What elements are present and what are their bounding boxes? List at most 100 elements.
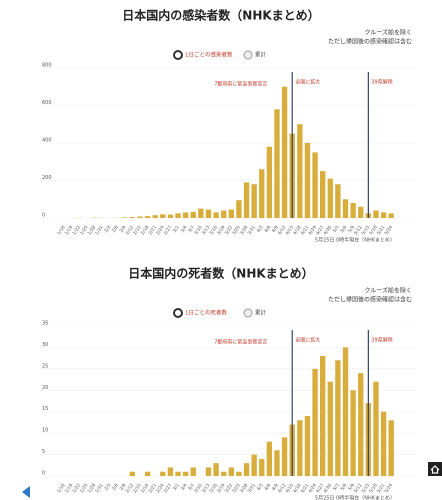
bar <box>327 381 333 476</box>
x-tick-label: 4/3 <box>256 224 265 233</box>
bar <box>373 210 379 218</box>
bar <box>175 213 181 218</box>
x-tick-label: 5/24 <box>383 482 394 494</box>
x-tick-label: 2/18 <box>140 482 151 494</box>
x-tick-label: 5/3 <box>332 224 341 233</box>
x-tick-label: 3/28 <box>239 224 250 236</box>
bar <box>312 152 318 218</box>
bar <box>358 373 364 476</box>
y-tick-label: 20 <box>42 385 48 391</box>
y-tick-label: 800 <box>42 63 52 69</box>
y-tick-label: 15 <box>42 406 48 412</box>
y-tick-label: 10 <box>42 428 48 434</box>
x-tick-label: 3/25 <box>231 482 242 494</box>
bar <box>205 209 212 218</box>
x-tick-label: 3/31 <box>246 224 257 236</box>
event-label: 39県解除 <box>371 79 392 86</box>
y-tick-label: 0 <box>42 471 45 477</box>
x-tick-label: 3/4 <box>179 224 188 233</box>
home-icon <box>430 465 440 474</box>
prev-arrow[interactable] <box>22 486 30 498</box>
x-tick-label: 4/15 <box>284 482 295 494</box>
x-tick-label: 2/9 <box>119 224 128 233</box>
radio[interactable] <box>243 308 253 318</box>
x-tick-label: 1/19 <box>64 482 75 494</box>
note: クルーズ船を除く <box>364 29 412 37</box>
chart-title: 日本国内の死者数（NHKまとめ） <box>128 266 313 281</box>
event-label: 7都府県に緊急事態宣言 <box>214 81 267 88</box>
radio[interactable] <box>243 50 253 60</box>
y-tick-label: 200 <box>42 175 52 181</box>
home-button[interactable] <box>428 462 442 476</box>
bar <box>274 109 280 218</box>
bar <box>167 467 174 476</box>
bar <box>190 467 196 476</box>
x-tick-label: 5/12 <box>353 224 364 236</box>
x-tick-label: 3/10 <box>193 224 204 236</box>
event-label: 7都府県に緊急事態宣言 <box>214 339 267 346</box>
bar <box>373 381 379 476</box>
bar <box>221 471 227 476</box>
bar <box>304 416 311 476</box>
bar <box>266 146 273 218</box>
x-tick-label: 4/18 <box>292 482 303 494</box>
x-tick-label: 3/19 <box>216 482 227 494</box>
bar <box>297 420 303 476</box>
y-tick-label: 35 <box>42 321 48 327</box>
x-tick-label: 2/15 <box>132 224 143 236</box>
x-tick-label: 1/25 <box>79 224 90 236</box>
x-tick-label: 2/12 <box>124 224 135 236</box>
x-tick-label: 3/4 <box>179 482 188 491</box>
x-tick-label: 4/27 <box>315 224 326 236</box>
x-tick-label: 1/31 <box>94 224 105 236</box>
bar <box>221 210 227 218</box>
x-tick-label: 2/24 <box>155 224 166 236</box>
x-tick-label: 3/1 <box>172 482 181 491</box>
radio-selected[interactable] <box>173 308 183 318</box>
x-tick-label: 3/25 <box>231 224 242 236</box>
x-tick-label: 5/15 <box>361 482 372 494</box>
x-tick-label: 2/21 <box>147 224 158 236</box>
bar <box>380 411 387 476</box>
x-tick-label: 2/12 <box>124 482 135 494</box>
x-tick-label: 4/24 <box>307 224 318 236</box>
bar <box>342 199 349 218</box>
bar <box>243 182 250 218</box>
y-tick-label: 400 <box>42 138 52 144</box>
bar <box>152 215 158 218</box>
x-tick-label: 4/9 <box>271 224 280 233</box>
x-tick-label: 3/13 <box>201 482 212 494</box>
bar <box>297 124 303 218</box>
legend-label: 累計 <box>255 51 267 59</box>
note: ただし帰国後の感染確認は含む <box>328 38 412 46</box>
radio-selected[interactable] <box>173 50 183 60</box>
x-tick-label: 2/27 <box>163 482 174 494</box>
bar <box>266 441 273 476</box>
x-tick-label: 1/22 <box>71 482 82 494</box>
bar <box>259 458 265 476</box>
bar <box>251 454 257 476</box>
bar <box>320 356 326 476</box>
bar <box>213 463 219 476</box>
y-tick-label: 0 <box>42 213 45 219</box>
legend-label: 1日ごとの死者数 <box>185 309 227 317</box>
x-tick-label: 5/21 <box>376 482 387 494</box>
x-tick-label: 2/18 <box>140 224 151 236</box>
x-tick-label: 4/6 <box>263 482 272 491</box>
x-tick-label: 5/15 <box>361 224 372 236</box>
x-tick-label: 1/31 <box>94 482 105 494</box>
x-tick-label: 1/28 <box>86 224 97 236</box>
bar <box>274 450 280 476</box>
legend-label: 累計 <box>255 309 267 317</box>
bar <box>243 463 250 476</box>
bar <box>129 217 135 218</box>
bar <box>144 216 151 218</box>
x-tick-label: 5/3 <box>332 482 341 491</box>
y-tick-label: 30 <box>42 342 48 348</box>
event-label: 全国に拡大 <box>295 79 320 86</box>
x-tick-label: 3/1 <box>172 224 181 233</box>
bar <box>350 203 356 218</box>
bar <box>388 213 394 218</box>
x-tick-label: 5/18 <box>368 482 379 494</box>
